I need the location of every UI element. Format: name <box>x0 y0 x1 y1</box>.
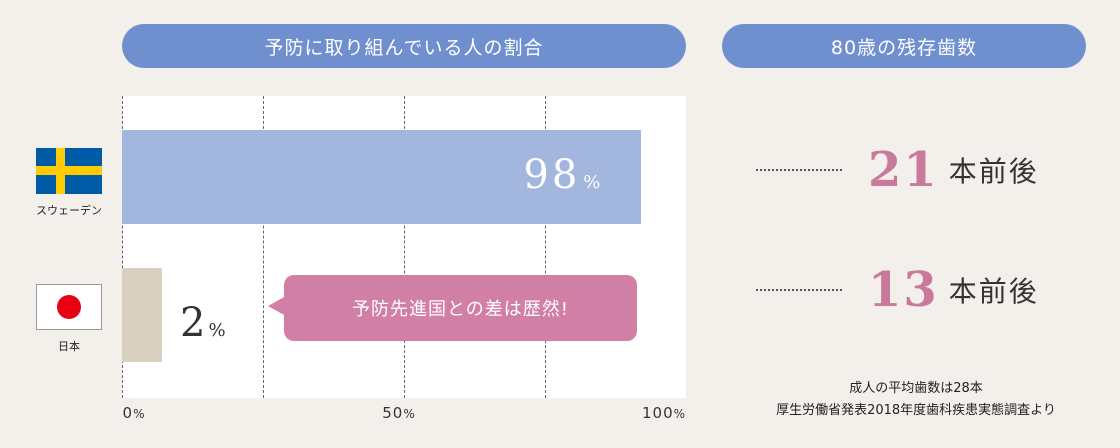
teeth-unit-japan: 本前後 <box>948 275 1039 308</box>
sweden-label: スウェーデン <box>36 204 102 217</box>
bar-value-sweden-unit: % <box>583 172 604 193</box>
sweden-flag-group: スウェーデン <box>30 148 108 218</box>
x-tick-100-unit: % <box>673 407 687 421</box>
bar-sweden <box>122 130 642 224</box>
x-tick-0-number: 0 <box>122 404 134 422</box>
x-tick-50-unit: % <box>403 407 416 421</box>
chart-title: 予防に取り組んでいる人の割合 <box>264 36 544 59</box>
x-tick-0: 0% <box>123 404 146 422</box>
callout-bubble: 予防先進国との差は歴然! <box>284 275 637 341</box>
bar-value-japan-unit: % <box>208 320 226 341</box>
bar-value-japan-number: 2 <box>180 300 206 346</box>
gridline-75 <box>545 96 546 398</box>
gridline-50 <box>404 96 405 398</box>
teeth-title-banner: 80歳の残存歯数 <box>722 24 1086 68</box>
source-line-1: 成人の平均歯数は28本 <box>849 381 983 396</box>
japan-flag-group: 日本 <box>30 284 108 354</box>
dotted-leader <box>756 169 842 171</box>
teeth-row-sweden: 21 本前後 <box>756 142 1039 198</box>
callout-text: 予防先進国との差は歴然! <box>351 299 570 320</box>
bar-chart-plot: 98 % 2 % <box>122 96 686 398</box>
teeth-count-japan: 13 <box>868 262 939 318</box>
x-tick-0-unit: % <box>133 407 146 421</box>
x-tick-50-number: 50 <box>382 404 404 422</box>
source-line-2: 厚生労働省発表2018年度歯科疾患実態調査より <box>776 403 1056 418</box>
teeth-count-sweden: 21 <box>868 142 939 198</box>
sweden-flag-icon <box>36 148 102 194</box>
bar-value-sweden: 98 % <box>523 152 603 198</box>
callout-tail <box>268 296 286 316</box>
teeth-row-japan: 13 本前後 <box>756 262 1039 318</box>
gridline-0 <box>122 96 123 398</box>
source-note: 成人の平均歯数は28本 厚生労働省発表2018年度歯科疾患実態調査より <box>722 378 1110 422</box>
dotted-leader <box>756 289 842 291</box>
teeth-unit-sweden: 本前後 <box>948 155 1039 188</box>
x-tick-100: 100% <box>642 404 686 422</box>
teeth-title: 80歳の残存歯数 <box>830 36 978 59</box>
chart-title-banner: 予防に取り組んでいる人の割合 <box>122 24 686 68</box>
x-tick-100-number: 100 <box>641 404 674 422</box>
bar-value-sweden-number: 98 <box>523 152 581 198</box>
japan-label: 日本 <box>58 340 80 353</box>
bar-japan <box>122 268 162 362</box>
japan-flag-icon <box>36 284 102 330</box>
bar-value-japan: 2 % <box>180 300 226 346</box>
gridline-25 <box>263 96 264 398</box>
x-tick-50: 50% <box>382 404 416 422</box>
